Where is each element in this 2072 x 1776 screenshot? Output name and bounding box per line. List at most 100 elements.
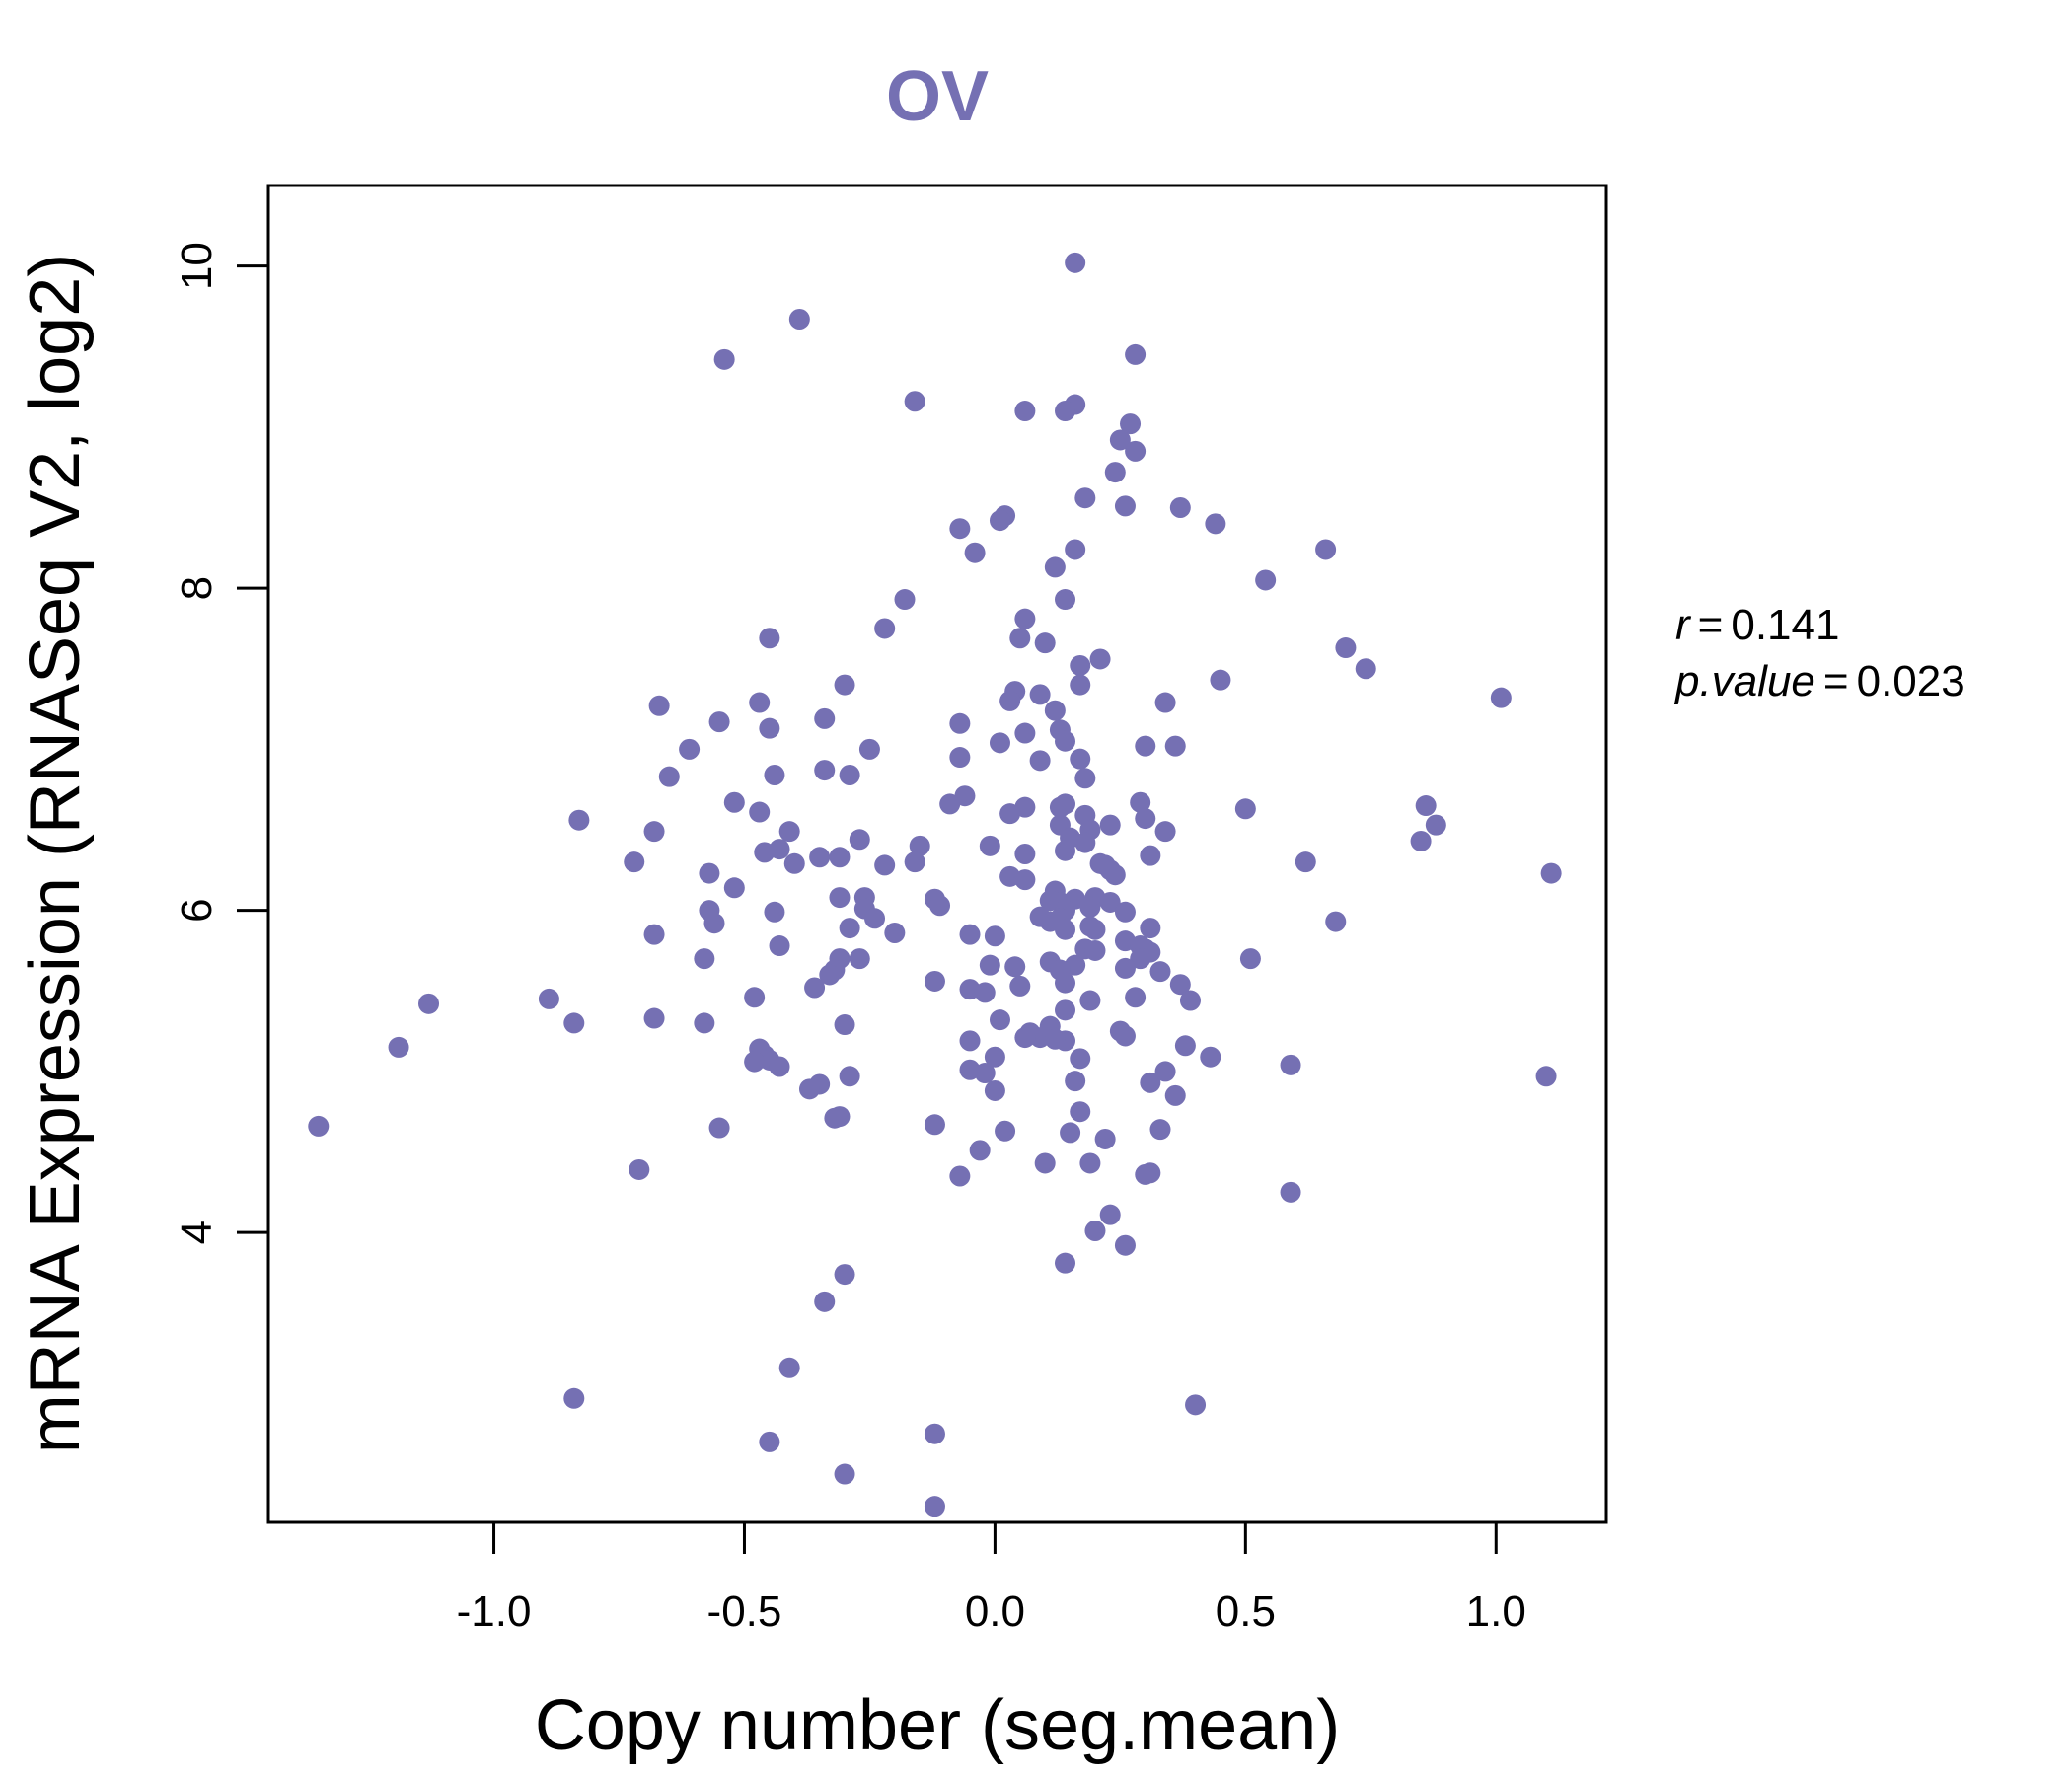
data-point bbox=[834, 1463, 855, 1485]
data-point bbox=[1044, 700, 1066, 721]
p-symbol: p.value bbox=[1673, 657, 1815, 705]
data-point bbox=[699, 862, 720, 884]
data-point bbox=[1070, 1101, 1091, 1123]
data-point bbox=[694, 1012, 715, 1034]
data-point bbox=[1014, 1027, 1036, 1049]
data-point bbox=[759, 628, 780, 649]
data-point bbox=[924, 1496, 945, 1517]
data-point bbox=[538, 988, 559, 1009]
data-point bbox=[1055, 972, 1076, 994]
data-point bbox=[764, 901, 785, 923]
data-point bbox=[864, 908, 886, 929]
data-point bbox=[648, 695, 670, 716]
data-point bbox=[1099, 814, 1121, 836]
data-point bbox=[1210, 669, 1231, 691]
y-axis: 4 6 8 10 bbox=[173, 242, 268, 1244]
data-point bbox=[754, 842, 776, 863]
data-point bbox=[1014, 844, 1036, 864]
data-point bbox=[1055, 1252, 1076, 1274]
data-point bbox=[1425, 814, 1446, 836]
data-point bbox=[1055, 589, 1076, 611]
data-point bbox=[1014, 722, 1036, 744]
data-point bbox=[744, 1051, 766, 1073]
data-point bbox=[904, 391, 925, 412]
data-point bbox=[1055, 730, 1076, 752]
data-point bbox=[759, 1431, 780, 1452]
data-point bbox=[723, 877, 745, 899]
data-point bbox=[1065, 252, 1086, 273]
data-point bbox=[1070, 674, 1091, 696]
p-value: 0.023 bbox=[1857, 657, 1965, 705]
data-point bbox=[1014, 608, 1036, 629]
data-point bbox=[989, 732, 1010, 754]
data-point bbox=[769, 1056, 790, 1077]
data-point bbox=[999, 803, 1021, 825]
x-tick-label: 1.0 bbox=[1466, 1588, 1526, 1636]
data-point bbox=[924, 1114, 945, 1136]
data-point bbox=[1099, 891, 1121, 913]
data-point bbox=[1079, 990, 1101, 1011]
data-point bbox=[1114, 1234, 1136, 1256]
data-point bbox=[924, 1423, 945, 1444]
data-point bbox=[1004, 956, 1026, 978]
data-point bbox=[1029, 684, 1051, 705]
data-point bbox=[1084, 919, 1106, 940]
data-point bbox=[1114, 1025, 1136, 1047]
data-point bbox=[1070, 1048, 1091, 1070]
data-point bbox=[1114, 495, 1136, 517]
y-axis-label: mRNA Expression (RNASeq V2, log2) bbox=[16, 254, 95, 1453]
data-point bbox=[1125, 987, 1147, 1008]
data-point bbox=[1065, 1071, 1086, 1092]
data-point bbox=[1135, 1163, 1156, 1185]
data-point bbox=[1094, 1128, 1116, 1149]
chart-title: OV bbox=[886, 57, 989, 136]
data-point bbox=[974, 982, 996, 1003]
data-point bbox=[629, 1158, 650, 1180]
data-point bbox=[1014, 869, 1036, 891]
data-point bbox=[1140, 1072, 1161, 1093]
data-point bbox=[989, 1009, 1010, 1031]
data-point bbox=[1114, 901, 1136, 923]
data-point bbox=[984, 925, 1005, 947]
y-tick-label: 4 bbox=[173, 1221, 221, 1244]
data-point bbox=[1055, 999, 1076, 1021]
data-point bbox=[713, 348, 735, 370]
data-point bbox=[814, 707, 836, 729]
data-point bbox=[964, 542, 986, 563]
data-point bbox=[1084, 1221, 1106, 1242]
data-point bbox=[769, 935, 790, 957]
data-point bbox=[959, 1030, 981, 1052]
data-point bbox=[949, 518, 971, 540]
data-point bbox=[819, 964, 841, 986]
data-point bbox=[959, 924, 981, 945]
data-point bbox=[1179, 990, 1201, 1011]
data-point bbox=[1200, 1046, 1221, 1068]
data-point bbox=[909, 835, 930, 856]
data-point bbox=[798, 1078, 820, 1100]
data-point bbox=[1140, 918, 1161, 939]
x-tick-label: 0.0 bbox=[965, 1588, 1025, 1636]
data-point bbox=[1280, 1054, 1301, 1075]
data-point bbox=[1039, 911, 1061, 932]
data-point bbox=[829, 847, 851, 868]
data-point bbox=[778, 1357, 800, 1378]
data-point bbox=[1009, 975, 1031, 997]
r-value: 0.141 bbox=[1731, 601, 1839, 649]
data-point bbox=[858, 738, 880, 760]
data-point bbox=[1234, 798, 1256, 820]
p-statistic: p.value = 0.023 bbox=[1673, 657, 1965, 705]
data-point bbox=[824, 1107, 846, 1129]
x-tick-label: -0.5 bbox=[707, 1588, 782, 1636]
data-point bbox=[1044, 1028, 1066, 1050]
data-point bbox=[984, 1079, 1005, 1101]
data-point bbox=[679, 738, 701, 760]
data-point bbox=[1164, 1084, 1186, 1106]
data-point bbox=[1169, 974, 1191, 996]
data-point bbox=[904, 851, 925, 873]
data-point bbox=[1109, 429, 1131, 451]
data-point bbox=[1125, 440, 1147, 462]
data-point bbox=[1140, 845, 1161, 866]
data-point bbox=[1154, 692, 1176, 713]
data-point bbox=[1079, 1152, 1101, 1174]
